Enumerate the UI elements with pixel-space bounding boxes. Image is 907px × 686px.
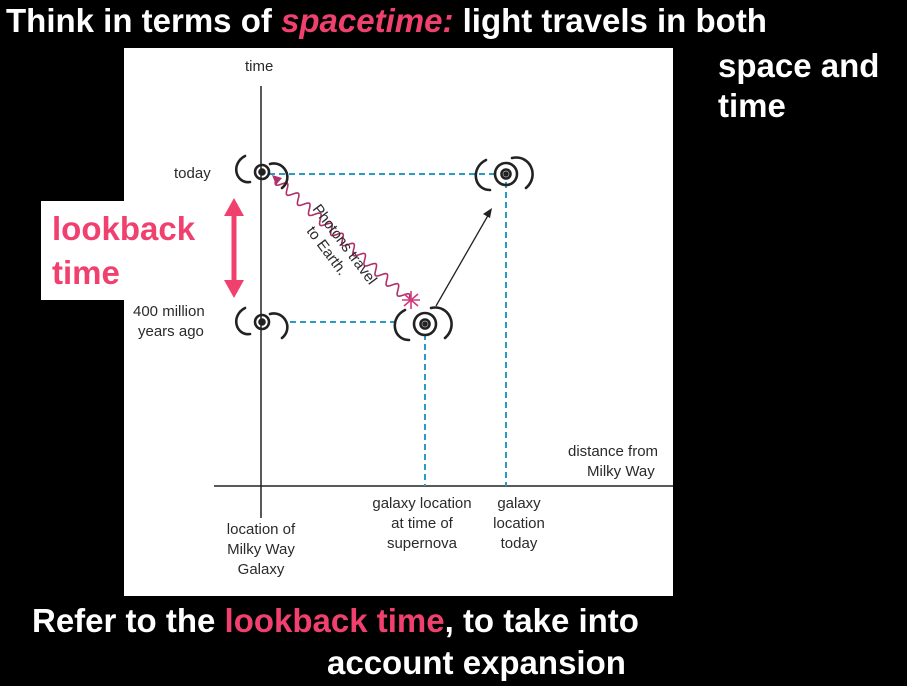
supernova-location-label-line2: at time of bbox=[391, 515, 454, 532]
distant-galaxy-supernova-icon bbox=[393, 306, 453, 342]
today-location-label-line2: location bbox=[493, 515, 545, 532]
time-axis-label: time bbox=[245, 58, 273, 75]
spacetime-figure: time today 400 million years ago Photons… bbox=[124, 48, 673, 596]
footer-text-after: , to take into bbox=[444, 602, 639, 639]
milky-way-location-label-line1: location of bbox=[227, 521, 296, 538]
title-line2-space: space and bbox=[718, 47, 880, 84]
galaxy-motion-arrowhead bbox=[483, 208, 492, 218]
milky-way-location-label-line3: Galaxy bbox=[238, 561, 285, 578]
slide-title: Think in terms of spacetime: light trave… bbox=[6, 2, 767, 40]
lookback-time-label: lookback time bbox=[52, 207, 195, 295]
title-text-before: Think in terms of bbox=[6, 2, 282, 39]
supernova-location-label-line1: galaxy location bbox=[372, 495, 471, 512]
slide-title-continued: space and time bbox=[718, 46, 879, 126]
lookback-label-line2: time bbox=[52, 254, 120, 291]
footer-highlight-lookback: lookback time bbox=[224, 602, 445, 639]
past-label-line1: 400 million bbox=[133, 303, 205, 320]
today-location-label-line3: today bbox=[501, 535, 538, 552]
lookback-time-label-box: lookback time bbox=[41, 201, 222, 300]
title-text-after: light travels in both bbox=[453, 2, 767, 39]
lookback-label-line1: lookback bbox=[52, 210, 196, 247]
spacetime-diagram: time today 400 million years ago Photons… bbox=[133, 58, 673, 578]
distance-axis-label-line2: Milky Way bbox=[587, 463, 655, 480]
footer-text-before: Refer to the bbox=[32, 602, 225, 639]
past-label-line2: years ago bbox=[138, 323, 204, 340]
today-location-label-line1: galaxy bbox=[497, 495, 541, 512]
milky-way-location-label-line2: Milky Way bbox=[227, 541, 295, 558]
title-line2-time: time bbox=[718, 87, 786, 124]
slide-footer-continued: account expansion bbox=[327, 644, 626, 681]
distant-galaxy-today-icon bbox=[474, 156, 534, 192]
lookback-double-arrow bbox=[224, 198, 244, 298]
distance-axis-label-line1: distance from bbox=[568, 443, 658, 460]
today-label: today bbox=[174, 165, 211, 182]
milky-way-galaxy-past-icon bbox=[235, 306, 289, 340]
supernova-location-label-line3: supernova bbox=[387, 535, 458, 552]
photon-arrowhead bbox=[272, 175, 282, 185]
title-highlight-spacetime: spacetime: bbox=[281, 2, 454, 39]
milky-way-galaxy-today-icon bbox=[235, 154, 289, 190]
slide-footer: Refer to the lookback time, to take into bbox=[32, 602, 639, 640]
galaxy-motion-line bbox=[435, 211, 491, 307]
photon-wave bbox=[274, 178, 411, 301]
supernova-star-icon bbox=[402, 291, 420, 309]
